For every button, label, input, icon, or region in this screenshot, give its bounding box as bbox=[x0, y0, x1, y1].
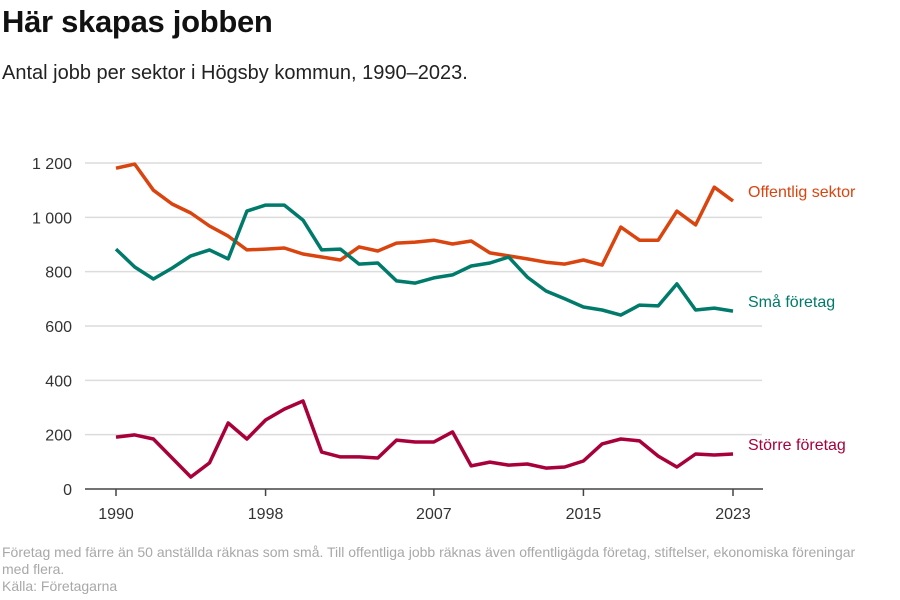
series-line-st-rre-f-retag bbox=[115, 399, 734, 479]
y-tick-label: 1 200 bbox=[32, 156, 72, 173]
series-line-offentlig-sektor bbox=[115, 162, 735, 267]
y-tick-label: 600 bbox=[45, 319, 72, 336]
y-tick-label: 1 000 bbox=[32, 210, 72, 227]
x-tick-label: 2007 bbox=[416, 506, 452, 523]
source-text: Källa: Företagarna bbox=[2, 578, 118, 594]
series-line-sm-f-retag bbox=[114, 203, 734, 317]
series-label-sm-f-retag: Små företag bbox=[748, 293, 835, 311]
y-tick-label: 0 bbox=[63, 482, 72, 499]
footnote: Företag med färre än 50 anställda räknas… bbox=[2, 544, 882, 595]
x-tick-label: 1990 bbox=[98, 506, 134, 523]
chart-title: Här skapas jobben bbox=[2, 4, 273, 39]
footnote-text: Företag med färre än 50 anställda räknas… bbox=[2, 544, 856, 577]
series-label-offentlig-sektor: Offentlig sektor bbox=[748, 184, 856, 201]
x-tick-label: 2015 bbox=[566, 506, 602, 523]
chart-subtitle: Antal jobb per sektor i Högsby kommun, 1… bbox=[2, 62, 468, 84]
y-tick-label: 200 bbox=[45, 428, 72, 445]
y-tick-label: 800 bbox=[45, 265, 72, 282]
x-tick-label: 2023 bbox=[715, 506, 751, 523]
series-label-st-rre-f-retag: Större företag bbox=[748, 437, 846, 454]
y-tick-label: 400 bbox=[45, 373, 72, 390]
x-tick-label: 1998 bbox=[248, 506, 284, 523]
